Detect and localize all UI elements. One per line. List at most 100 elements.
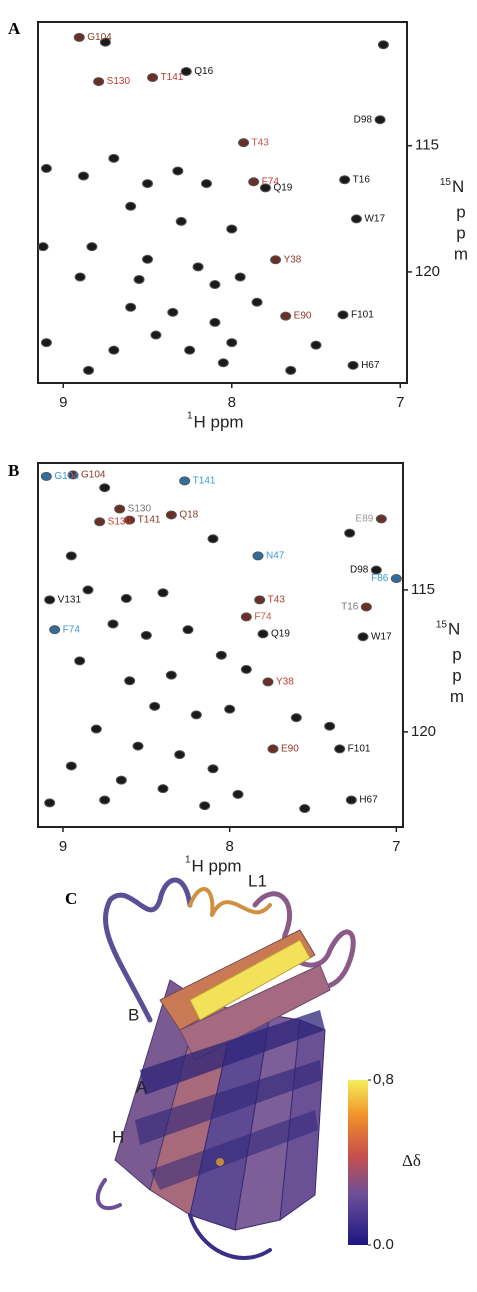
peak xyxy=(142,179,154,189)
panel-letter: B xyxy=(8,461,19,480)
peak xyxy=(240,664,252,674)
y-tick-label: 115 xyxy=(415,137,439,154)
peak-label: F101 xyxy=(351,309,374,320)
peak xyxy=(147,73,159,83)
peak xyxy=(259,183,271,193)
peak xyxy=(44,798,56,808)
peak xyxy=(251,297,263,307)
peak-label: H67 xyxy=(361,360,380,371)
x-tick-label: 7 xyxy=(392,838,400,855)
peak xyxy=(334,744,346,754)
peak xyxy=(344,528,356,538)
peak xyxy=(132,741,144,751)
peak xyxy=(270,255,282,265)
peak xyxy=(226,338,238,348)
y-axis-label: N xyxy=(452,177,464,196)
region-label: L1 xyxy=(248,871,267,890)
peak xyxy=(180,66,192,76)
peak xyxy=(182,625,194,635)
peak xyxy=(165,670,177,680)
peak xyxy=(209,317,221,327)
colorbar-tick-label: 0,8 xyxy=(373,1071,394,1088)
peak-label: G104 xyxy=(54,471,79,482)
peak xyxy=(44,595,56,605)
peak-label: E90 xyxy=(294,311,312,322)
peak xyxy=(83,365,95,375)
x-axis-label: H ppm xyxy=(194,412,244,431)
peak xyxy=(375,514,387,524)
peak xyxy=(114,504,126,514)
peak-label: Y38 xyxy=(276,677,294,688)
peak xyxy=(90,724,102,734)
peak-label: E90 xyxy=(281,744,299,755)
peak xyxy=(108,153,120,163)
peak xyxy=(74,272,86,282)
peak xyxy=(120,593,132,603)
peak xyxy=(140,630,152,640)
peak xyxy=(40,471,52,481)
peak xyxy=(82,585,94,595)
peak xyxy=(179,476,191,486)
peak-label: F74 xyxy=(63,624,81,635)
panel-letter: A xyxy=(8,19,21,38)
peak-label: T16 xyxy=(341,602,359,613)
peak-label: S130 xyxy=(107,76,131,87)
protein-cartoon xyxy=(95,877,356,1260)
peak-label: V131 xyxy=(58,594,82,605)
peak xyxy=(224,704,236,714)
peak xyxy=(107,619,119,629)
peak xyxy=(337,310,349,320)
peak xyxy=(115,775,127,785)
peak-label: H67 xyxy=(359,795,378,806)
peak xyxy=(377,40,389,50)
peak xyxy=(232,789,244,799)
peak xyxy=(267,744,279,754)
peak-label: T141 xyxy=(138,515,161,526)
peak xyxy=(175,216,187,226)
peak xyxy=(150,330,162,340)
x-axis-label-sup: 1 xyxy=(185,855,191,866)
plot-frame xyxy=(37,462,404,828)
peak xyxy=(125,302,137,312)
peak xyxy=(200,179,212,189)
peak-label: Q19 xyxy=(271,629,290,640)
peak xyxy=(280,311,292,321)
y-axis-label: N xyxy=(448,619,460,638)
structure-panel: C L1 B A H 0,8 0.0 Δδ xyxy=(65,871,421,1252)
peak-label: Q19 xyxy=(273,182,292,193)
peak-label: T16 xyxy=(353,174,371,185)
peak-label: T141 xyxy=(161,72,184,83)
y-axis-label-sup: 15 xyxy=(440,177,452,188)
peak xyxy=(142,254,154,264)
peak xyxy=(234,272,246,282)
peak xyxy=(73,32,85,42)
peak xyxy=(124,676,136,686)
peak xyxy=(165,510,177,520)
peak-label: F74 xyxy=(262,176,280,187)
peak-label: W17 xyxy=(371,631,392,642)
x-tick-label: 9 xyxy=(59,394,67,411)
plot-frame xyxy=(37,21,408,384)
peak xyxy=(360,602,372,612)
x-tick-label: 7 xyxy=(396,394,404,411)
peak xyxy=(248,177,260,187)
peak xyxy=(347,360,359,370)
peak xyxy=(124,515,136,525)
peak xyxy=(240,612,252,622)
peak-label: T43 xyxy=(268,594,286,605)
peak-label: D98 xyxy=(350,565,369,576)
colorbar xyxy=(348,1080,368,1245)
peak xyxy=(290,713,302,723)
peak-label: T43 xyxy=(252,137,270,148)
peak xyxy=(67,470,79,480)
peak xyxy=(174,750,186,760)
peak xyxy=(99,483,111,493)
peak-label: S130 xyxy=(108,516,132,527)
peak xyxy=(93,77,105,87)
y-axis-unit: ppm xyxy=(452,203,471,266)
colorbar-label: Δδ xyxy=(402,1151,421,1170)
peak xyxy=(350,214,362,224)
peak xyxy=(370,565,382,575)
peak xyxy=(252,551,264,561)
